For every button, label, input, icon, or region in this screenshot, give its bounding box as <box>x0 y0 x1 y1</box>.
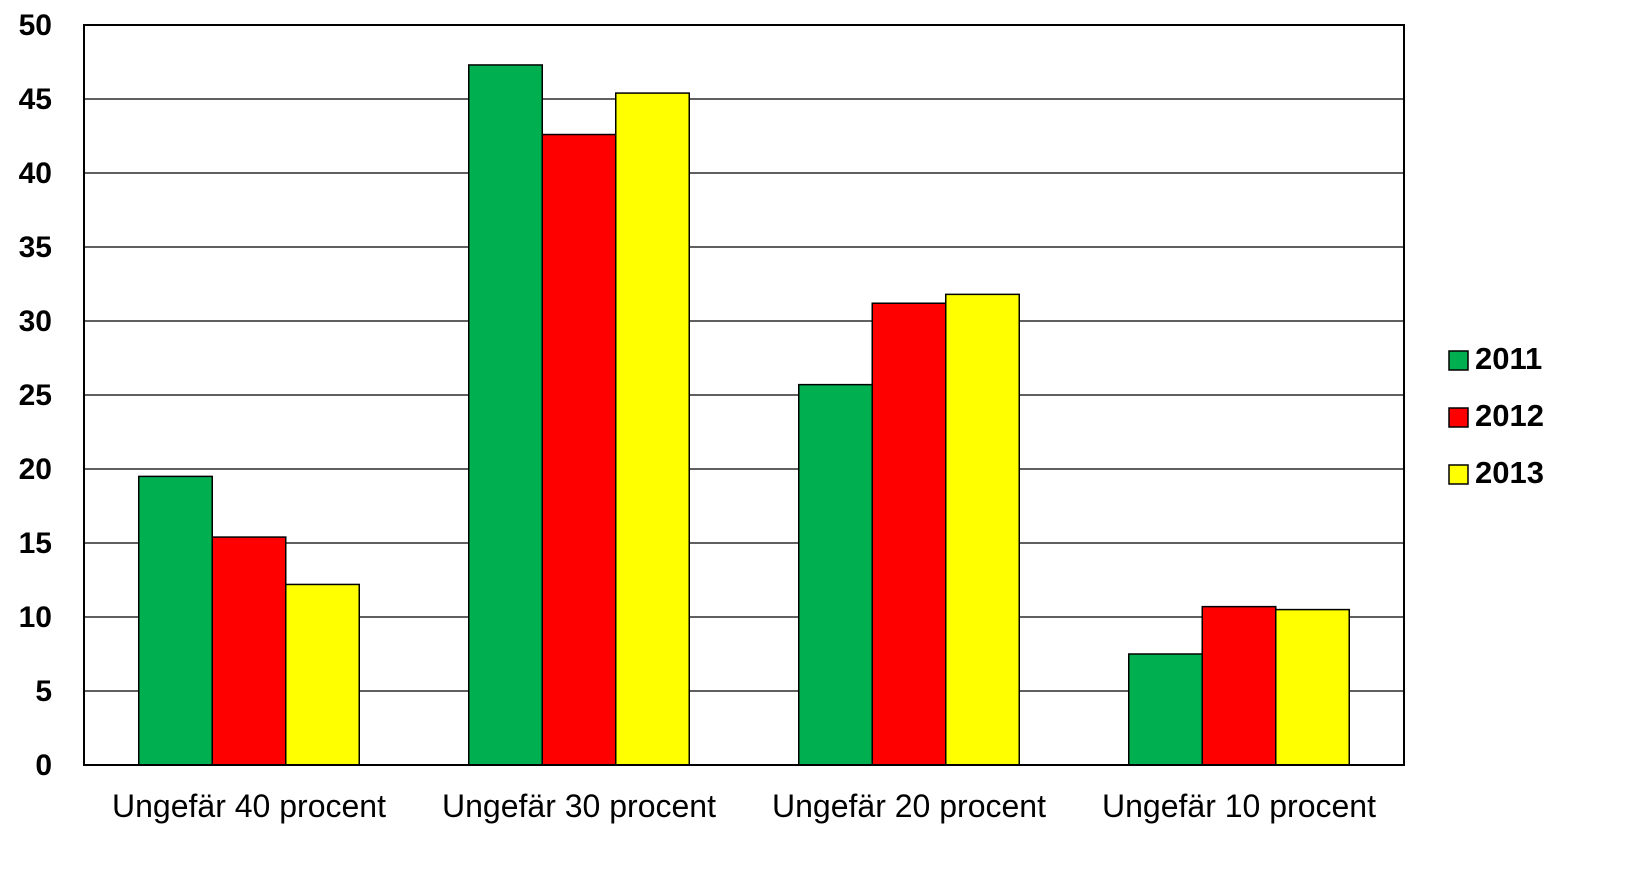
y-tick-label: 25 <box>19 379 52 412</box>
legend: 2011 2012 2013 <box>1448 341 1544 490</box>
x-category-label: Ungefär 20 procent <box>772 788 1046 824</box>
bar-2012-1 <box>541 133 617 766</box>
bar-2011-3 <box>1128 653 1203 766</box>
legend-label-2012: 2012 <box>1475 398 1544 433</box>
bar-2011-0 <box>138 475 213 766</box>
bar-2011-2 <box>798 383 873 766</box>
legend-label-2013: 2013 <box>1475 455 1544 490</box>
legend-label-2011: 2011 <box>1475 341 1542 376</box>
y-tick-label: 45 <box>19 83 52 116</box>
y-tick-label: 35 <box>19 231 52 264</box>
y-tick-label: 10 <box>19 601 52 634</box>
x-category-label: Ungefär 10 procent <box>1102 788 1376 824</box>
x-axis-category-labels: Ungefär 40 procent Ungefär 30 procent Unge… <box>112 788 1376 824</box>
bar-2012-3 <box>1201 605 1277 766</box>
bar-2011-1 <box>468 64 543 766</box>
bar-2012-2 <box>871 302 947 766</box>
y-tick-label: 0 <box>35 749 52 782</box>
bar-2013-3 <box>1275 608 1350 766</box>
legend-swatch-2012 <box>1448 407 1469 428</box>
y-tick-label: 20 <box>19 453 52 486</box>
x-category-label: Ungefär 40 procent <box>112 788 386 824</box>
bar-2012-0 <box>211 536 287 766</box>
y-tick-label: 15 <box>19 527 52 560</box>
plot-area-frame <box>83 24 1405 766</box>
y-tick-label: 30 <box>19 305 52 338</box>
legend-swatch-2011 <box>1448 350 1469 371</box>
y-tick-label: 50 <box>19 9 52 42</box>
bars <box>138 64 1350 766</box>
x-category-label: Ungefär 30 procent <box>442 788 716 824</box>
y-tick-label: 40 <box>19 157 52 190</box>
bar-2013-0 <box>285 583 360 766</box>
y-axis-tick-labels: 0 5 10 15 20 25 30 35 40 45 50 <box>19 9 52 782</box>
legend-swatch-2013 <box>1448 464 1469 485</box>
y-tick-label: 5 <box>35 675 52 708</box>
bar-2013-2 <box>945 293 1020 766</box>
bar-2013-1 <box>615 92 690 766</box>
